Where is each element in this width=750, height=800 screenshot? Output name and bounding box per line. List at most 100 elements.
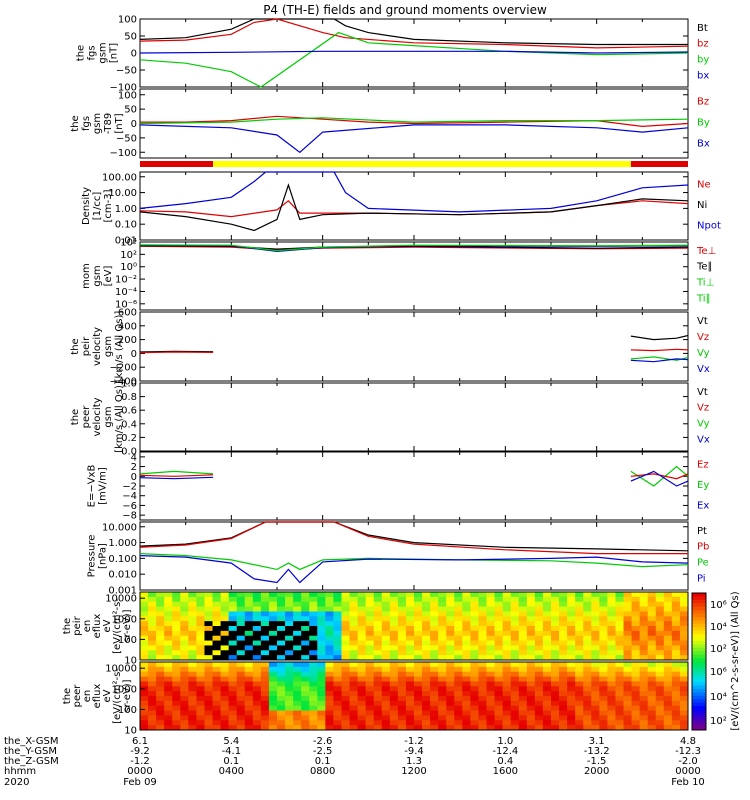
spectrogram-cell [244,655,254,661]
spectrogram-cell [188,705,197,711]
spectrogram-cell [502,725,512,731]
spectrogram-cell [204,715,213,721]
spectrogram-cell [438,700,447,707]
y-axis-title: sr-eV)] [122,679,133,712]
spectrogram-cell [325,720,334,726]
spectrogram-cell [567,715,576,721]
spectrogram-cell [260,700,270,707]
spectrogram-cell [301,676,310,682]
spectrogram-cell [623,691,632,697]
spectrogram-cell [204,640,213,646]
colorbar-cell [692,603,706,608]
chart-title: P4 (TH-E) fields and ground moments over… [263,3,547,17]
spectrogram-cell [647,606,657,612]
spectrogram-cell [454,725,463,731]
spectrogram-cell [405,616,415,622]
spectrogram-cell [583,710,592,716]
spectrogram-cell [671,601,681,607]
spectrogram-cell [486,705,495,711]
spectrogram-cell [502,635,512,641]
spectrogram-cell [478,630,487,637]
spectrogram-cell [438,662,447,668]
spectrogram-cell [446,655,455,661]
spectrogram-cell [454,606,463,612]
series-line-pressure-1 [139,521,688,555]
spectrogram-cell [446,592,455,598]
spectrogram-cell [268,666,278,673]
spectrogram-cell [180,640,189,646]
spectrogram-cell [268,640,278,646]
spectrogram-cell [260,626,270,632]
spectrogram-cell [236,662,246,668]
x-row-value: -2.5 [313,746,333,757]
spectrogram-cell [551,616,560,622]
y-axis-title: Pressure [87,535,98,578]
spectrogram-cell [389,592,399,598]
spectrogram-cell [180,592,189,598]
spectrogram-cell [518,645,528,651]
spectrogram-cell [293,715,302,721]
spectrogram-cell [486,666,495,673]
spectrogram-cell [510,725,520,731]
spectrogram-cell [389,650,399,656]
spectrogram-cell [591,725,600,731]
ytick-label: −200 [110,363,137,374]
spectrogram-cell [268,592,278,598]
colorbar-cell [692,613,706,618]
spectrogram-cell [349,715,358,721]
spectrogram-cell [389,715,399,721]
spectrogram-cell [647,725,657,731]
panel-frame-exb [139,451,689,521]
spectrogram-cell [671,621,681,627]
spectrogram-cell [430,686,439,692]
spectrogram-cell [365,696,375,702]
y-axis-title: [1/cc] [92,192,103,221]
spectrogram-cell [494,666,504,673]
spectrogram-cell [591,650,600,656]
spectrogram-cell [244,645,254,651]
spectrogram-cell [285,710,294,716]
spectrogram-cell [551,725,560,731]
spectrogram-cell [623,601,632,607]
spectrogram-cell [583,671,592,677]
spectrogram-cell [148,650,157,656]
spectrogram-cell [430,626,439,632]
ytick-label: 1.00 [115,204,137,215]
spectrogram-cell [494,705,504,711]
spectrogram-cell [478,715,487,721]
spectrogram-cell [349,710,358,716]
spectrogram-cell [510,655,520,661]
spectrogram-cell [623,725,632,731]
colorbar-tick: 10² [710,644,727,655]
spectrogram-cell [236,725,246,731]
ytick-label: 0 [131,49,137,60]
spectrogram-cell [486,720,495,726]
spectrogram-cell [542,671,552,677]
spectrogram-cell [196,681,205,687]
spectrogram-cell [156,725,165,731]
series-line-fgs-1 [139,18,689,49]
spectrogram-cell [357,616,367,622]
spectrogram-cell [180,601,189,607]
spectrogram-cell [188,645,197,651]
spectrogram-cell [277,645,286,651]
spectrogram-cell [148,715,157,721]
spectrogram-cell [551,681,560,687]
spectrogram-cell [405,676,415,682]
spectrogram-cell [462,710,471,716]
spectrogram-cell [357,662,367,668]
spectrogram-cell [277,626,286,632]
spectrogram-cell [575,671,584,677]
spectrogram-cell [317,596,326,603]
spectrogram-cell [518,715,528,721]
spectrogram-cell [293,676,302,682]
spectrogram-cell [623,696,632,702]
spectrogram-cell [470,621,479,627]
spectrogram-cell [534,710,544,716]
spectrogram-cell [462,666,471,673]
spectrogram-cell [236,715,246,721]
spectrogram-cell [301,655,310,661]
spectrogram-cell [220,606,230,612]
spectrogram-cell [317,616,326,622]
